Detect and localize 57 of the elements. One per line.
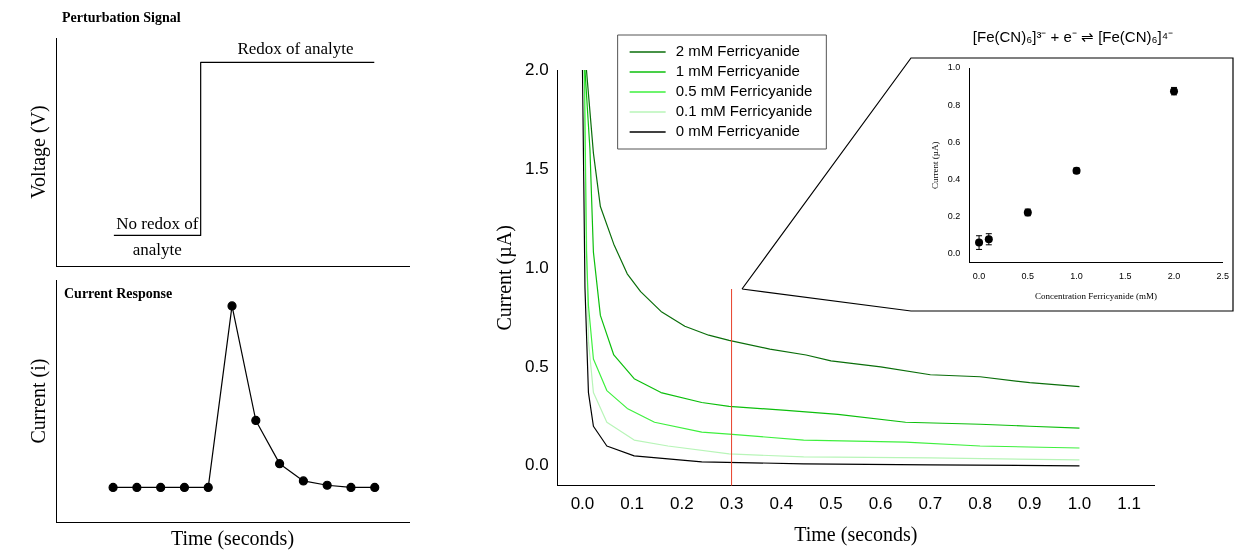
x-tick-label: 0.9 bbox=[1017, 494, 1042, 514]
y-axis-title: Voltage (V) bbox=[27, 105, 51, 199]
x-tick-label: 0.5 bbox=[1021, 271, 1035, 282]
x-tick-label: 1.0 bbox=[1067, 494, 1092, 514]
x-tick-label: 0.8 bbox=[968, 494, 992, 514]
point bbox=[203, 482, 213, 493]
point bbox=[251, 415, 261, 426]
text: Redox of analyte bbox=[237, 39, 354, 59]
y-tick-label: 0.6 bbox=[947, 136, 961, 147]
x-tick-label: 0.4 bbox=[769, 494, 794, 514]
x-axis-title: Time (seconds) bbox=[170, 527, 295, 551]
point bbox=[298, 476, 308, 486]
x-tick-label: 0.0 bbox=[972, 271, 986, 282]
y-tick-label: 0.2 bbox=[947, 210, 961, 221]
y-tick-label: 0.8 bbox=[947, 99, 961, 110]
point bbox=[156, 482, 166, 493]
y-tick-label: 2.0 bbox=[524, 59, 549, 79]
legend-label: 0.5 mM Ferricyanide bbox=[675, 82, 813, 100]
y-tick-label: 0.4 bbox=[947, 173, 961, 184]
legend-label: 0.1 mM Ferricyanide bbox=[675, 102, 813, 120]
x-tick-label: 0.6 bbox=[868, 494, 893, 514]
y-axis-title: Current (i) bbox=[27, 358, 51, 444]
x-tick-label: 2.5 bbox=[1216, 271, 1229, 282]
point bbox=[132, 482, 142, 493]
x-tick-label: 2.0 bbox=[1167, 271, 1181, 282]
x-tick-label: 0.5 bbox=[819, 494, 843, 514]
point bbox=[275, 459, 285, 469]
annotation: No redox of analyte bbox=[116, 214, 199, 260]
y-tick-label: 1.5 bbox=[524, 158, 549, 178]
x-axis-title: Concentration Ferricyanide (mM) bbox=[1035, 290, 1158, 301]
point bbox=[322, 480, 332, 490]
point bbox=[346, 482, 356, 493]
y-axis-title: Current (µA) bbox=[493, 225, 517, 331]
x-tick-label: 0.7 bbox=[918, 494, 943, 514]
chart-title: Perturbation Signal bbox=[62, 9, 181, 25]
point bbox=[179, 482, 190, 493]
y-axis-title: Current (µA) bbox=[929, 141, 940, 189]
x-tick-label: 1.0 bbox=[1070, 271, 1083, 282]
x-tick-label: 1.5 bbox=[1119, 271, 1132, 282]
y-tick-label: 0.0 bbox=[524, 455, 549, 475]
point bbox=[227, 301, 237, 311]
chart-title: [Fe(CN)₆]³⁻ + e⁻ ⇌ [Fe(CN)₆]⁴⁻ bbox=[972, 28, 1174, 46]
y-tick-label: 1.0 bbox=[947, 62, 961, 73]
x-axis-title: Time (seconds) bbox=[794, 523, 918, 547]
y-tick-label: 0.0 bbox=[947, 247, 961, 258]
x-tick-label: 0.1 bbox=[620, 494, 644, 514]
chart-title: Current Response bbox=[64, 285, 173, 301]
point bbox=[108, 482, 118, 493]
x-tick-label: 0.2 bbox=[670, 494, 694, 514]
point bbox=[370, 482, 380, 493]
x-tick-label: 0.0 bbox=[570, 494, 595, 514]
x-tick-label: 0.3 bbox=[719, 494, 744, 514]
legend-label: 0 mM Ferricyanide bbox=[675, 122, 800, 140]
y-tick-label: 0.5 bbox=[524, 356, 549, 376]
legend-label: 2 mM Ferricyanide bbox=[675, 42, 800, 60]
x-tick-label: 1.1 bbox=[1117, 494, 1141, 514]
legend-label: 1 mM Ferricyanide bbox=[675, 62, 800, 80]
